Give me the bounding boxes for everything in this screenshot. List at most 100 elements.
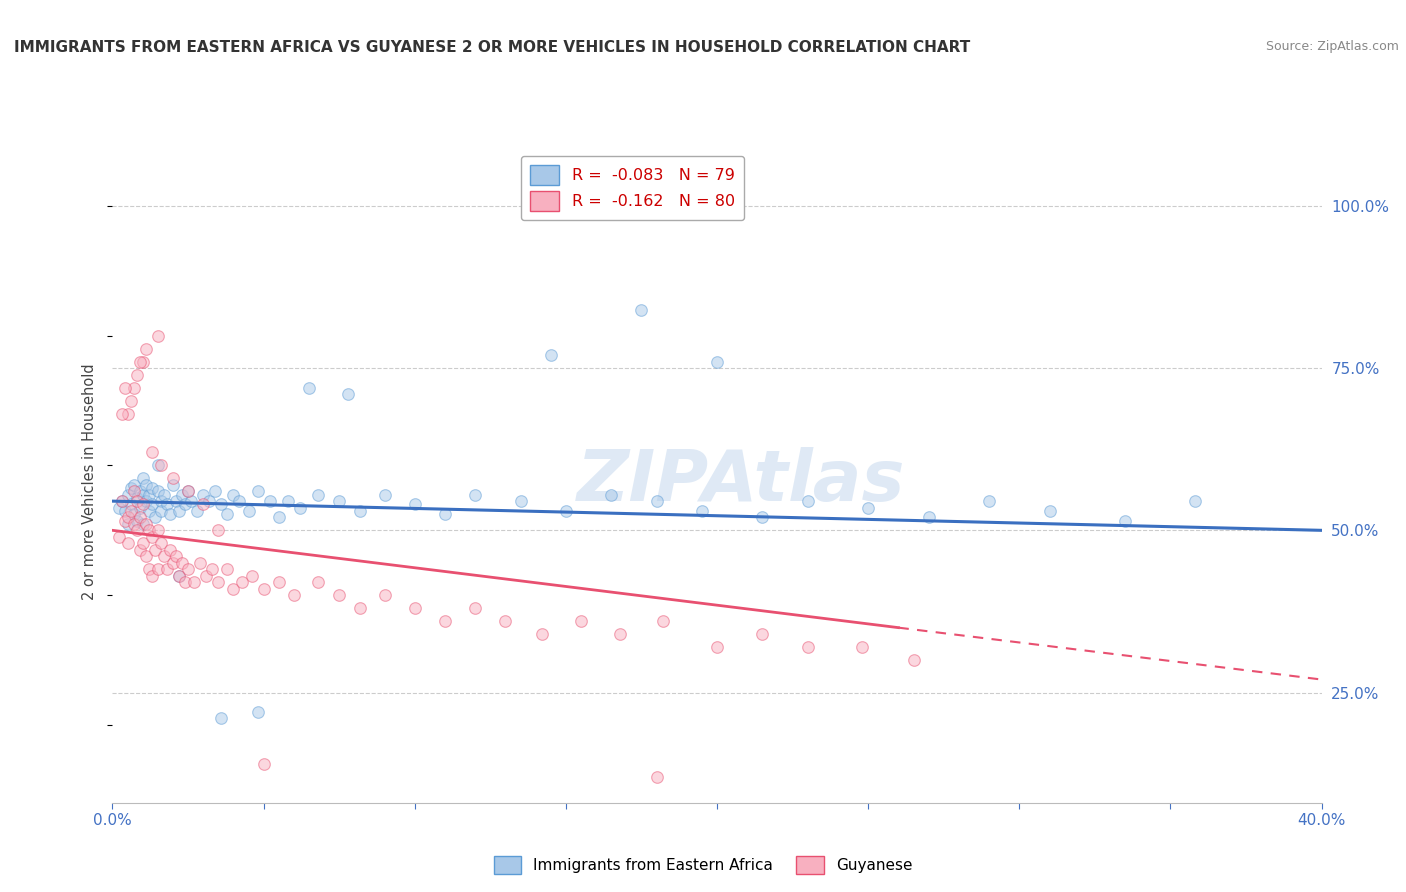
Point	[146, 524, 169, 538]
Point	[751, 627, 773, 641]
Point	[609, 627, 631, 641]
Point	[337, 387, 360, 401]
Point	[509, 494, 531, 508]
Point	[554, 504, 576, 518]
Point	[177, 484, 200, 499]
Point	[149, 536, 172, 550]
Point	[253, 756, 276, 771]
Point	[117, 516, 139, 531]
Point	[404, 497, 426, 511]
Point	[138, 504, 160, 518]
Point	[277, 494, 299, 508]
Point	[132, 471, 155, 485]
Point	[114, 504, 136, 518]
Point	[153, 549, 176, 564]
Point	[259, 494, 281, 508]
Point	[1038, 504, 1062, 518]
Point	[1184, 494, 1206, 508]
Point	[120, 393, 142, 408]
Point	[135, 478, 157, 492]
Point	[195, 568, 218, 582]
Point	[128, 542, 150, 557]
Point	[706, 640, 728, 654]
Point	[177, 484, 200, 499]
Point	[149, 458, 172, 473]
Point	[222, 488, 245, 502]
Point	[645, 494, 668, 508]
Point	[110, 494, 132, 508]
Point	[128, 510, 150, 524]
Point	[125, 368, 148, 382]
Point	[540, 348, 562, 362]
Point	[217, 507, 239, 521]
Point	[328, 494, 350, 508]
Point	[143, 510, 166, 524]
Point	[141, 530, 163, 544]
Point	[209, 497, 232, 511]
Point	[283, 588, 305, 602]
Point	[117, 510, 139, 524]
Point	[149, 494, 172, 508]
Point	[246, 484, 269, 499]
Point	[267, 510, 290, 524]
Point	[495, 614, 517, 628]
Point	[174, 497, 197, 511]
Point	[188, 556, 211, 570]
Point	[110, 407, 132, 421]
Point	[120, 497, 142, 511]
Point	[433, 614, 456, 628]
Point	[146, 458, 169, 473]
Legend: Immigrants from Eastern Africa, Guyanese: Immigrants from Eastern Africa, Guyanese	[488, 850, 918, 880]
Point	[135, 516, 157, 531]
Point	[138, 488, 160, 502]
Point	[132, 488, 155, 502]
Point	[120, 481, 142, 495]
Point	[207, 524, 229, 538]
Point	[569, 614, 592, 628]
Point	[165, 549, 187, 564]
Point	[174, 575, 197, 590]
Point	[706, 354, 728, 368]
Point	[204, 484, 226, 499]
Point	[918, 510, 941, 524]
Point	[201, 562, 224, 576]
Legend: R =  -0.083   N = 79, R =  -0.162   N = 80: R = -0.083 N = 79, R = -0.162 N = 80	[520, 156, 744, 220]
Point	[167, 568, 190, 582]
Point	[141, 445, 163, 459]
Point	[122, 507, 145, 521]
Point	[167, 568, 190, 582]
Point	[328, 588, 350, 602]
Point	[374, 588, 396, 602]
Point	[651, 614, 673, 628]
Point	[374, 488, 396, 502]
Point	[135, 342, 157, 356]
Point	[138, 562, 160, 576]
Point	[217, 562, 239, 576]
Point	[117, 536, 139, 550]
Point	[117, 407, 139, 421]
Point	[138, 524, 160, 538]
Point	[159, 542, 181, 557]
Point	[122, 381, 145, 395]
Point	[977, 494, 1000, 508]
Text: ZIPAtlas: ZIPAtlas	[576, 447, 905, 516]
Point	[751, 510, 773, 524]
Point	[114, 514, 136, 528]
Point	[349, 504, 371, 518]
Point	[107, 530, 129, 544]
Point	[600, 488, 623, 502]
Point	[135, 549, 157, 564]
Point	[149, 504, 172, 518]
Point	[128, 354, 150, 368]
Text: IMMIGRANTS FROM EASTERN AFRICA VS GUYANESE 2 OR MORE VEHICLES IN HOUSEHOLD CORRE: IMMIGRANTS FROM EASTERN AFRICA VS GUYANE…	[14, 40, 970, 55]
Point	[198, 494, 221, 508]
Point	[231, 575, 253, 590]
Point	[122, 516, 145, 531]
Point	[851, 640, 873, 654]
Point	[117, 488, 139, 502]
Point	[156, 497, 179, 511]
Point	[141, 481, 163, 495]
Point	[146, 562, 169, 576]
Point	[162, 478, 184, 492]
Text: Source: ZipAtlas.com: Source: ZipAtlas.com	[1265, 40, 1399, 54]
